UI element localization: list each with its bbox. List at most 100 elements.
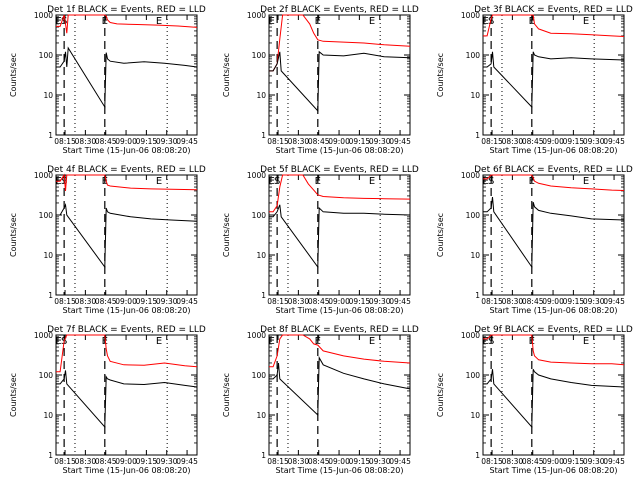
marker-e: E — [369, 16, 375, 27]
panel-title: Det 2f BLACK = Events, RED = LLD — [260, 5, 419, 15]
x-tick-label: 09:15 — [136, 457, 158, 466]
panel-6: Det 6f BLACK = Events, RED = LLD Counts/s… — [436, 165, 633, 315]
x-tick-label: 08:45 — [522, 137, 544, 146]
y-tick-label: 1000 — [461, 331, 480, 340]
y-tick-label: 1000 — [34, 171, 53, 180]
panel-4: Det 4f BLACK = Events, RED = LLD Counts/s… — [9, 165, 206, 315]
series-events-line — [56, 202, 198, 269]
x-tick-label: 08:45 — [522, 297, 544, 306]
marker-e: E — [102, 336, 108, 347]
y-tick-label: 1000 — [247, 11, 266, 20]
x-axis-label: Start Time (15-Jun-06 08:08:20) — [490, 146, 618, 155]
x-tick-label: 09:00 — [542, 297, 564, 306]
x-tick-label: 09:15 — [563, 297, 585, 306]
marker-e: E — [315, 16, 321, 27]
x-tick-label: 09:45 — [603, 457, 625, 466]
panel-3: Det 3f BLACK = Events, RED = LLD Counts/s… — [436, 5, 633, 155]
x-tick-label: 08:30 — [502, 137, 524, 146]
x-tick-label: 08:30 — [502, 457, 524, 466]
series-events-line — [56, 46, 198, 109]
series-lld-line — [483, 334, 625, 366]
y-tick-label: 10 — [43, 251, 53, 260]
x-tick-label: 09:30 — [156, 457, 178, 466]
series-events-line — [483, 197, 625, 269]
plot-frame — [55, 174, 198, 296]
x-tick-label: 09:45 — [176, 297, 198, 306]
y-tick-label: 100 — [466, 211, 481, 220]
y-tick-label: 10 — [470, 251, 480, 260]
x-tick-label: 08:15 — [481, 137, 503, 146]
panel-title: Det 1f BLACK = Events, RED = LLD — [47, 5, 206, 15]
x-tick-label: 09:30 — [583, 137, 605, 146]
y-tick-label: 1000 — [461, 11, 480, 20]
y-tick-label: 1 — [48, 291, 53, 300]
y-tick-label: 1 — [475, 451, 480, 460]
y-tick-label: 100 — [252, 51, 267, 60]
y-tick-label: 10 — [43, 411, 53, 420]
x-tick-label: 09:45 — [176, 457, 198, 466]
x-tick-label: 08:15 — [54, 137, 76, 146]
plot-frame — [268, 174, 411, 296]
x-tick-label: 08:30 — [288, 297, 310, 306]
x-axis-label: Start Time (15-Jun-06 08:08:20) — [276, 306, 404, 315]
marker-e: E — [269, 16, 275, 27]
marker-s: S — [61, 176, 67, 187]
x-tick-label: 08:15 — [267, 137, 289, 146]
x-tick-label: 09:00 — [115, 457, 137, 466]
y-tick-label: 1000 — [461, 171, 480, 180]
marker-e: E — [315, 336, 321, 347]
x-tick-label: 08:15 — [54, 297, 76, 306]
x-tick-label: 09:00 — [328, 137, 350, 146]
marker-e: E — [156, 16, 162, 27]
series-lld-line — [483, 14, 625, 37]
x-tick-label: 09:30 — [583, 457, 605, 466]
x-tick-label: 08:15 — [481, 297, 503, 306]
x-axis-label: Start Time (15-Jun-06 08:08:20) — [276, 146, 404, 155]
marker-s: S — [61, 16, 67, 27]
x-tick-label: 08:45 — [522, 457, 544, 466]
plot-frame — [482, 174, 625, 296]
series-lld-line — [269, 174, 411, 213]
marker-e: E — [156, 336, 162, 347]
plot-frame — [268, 14, 411, 136]
panel-title: Det 6f BLACK = Events, RED = LLD — [474, 165, 633, 175]
marker-e: E — [483, 16, 489, 27]
x-tick-label: 08:45 — [95, 297, 117, 306]
marker-e: E — [56, 16, 62, 27]
panel-title: Det 5f BLACK = Events, RED = LLD — [260, 165, 419, 175]
marker-e: E — [583, 336, 589, 347]
marker-e: E — [102, 176, 108, 187]
series-events-line — [56, 370, 198, 429]
y-axis-label: Counts/sec — [9, 213, 18, 257]
x-tick-label: 09:45 — [176, 137, 198, 146]
x-tick-label: 09:00 — [328, 457, 350, 466]
x-axis-label: Start Time (15-Jun-06 08:08:20) — [490, 306, 618, 315]
marker-s: S — [274, 176, 280, 187]
marker-e: E — [483, 336, 489, 347]
series-events-line — [269, 50, 411, 113]
x-tick-label: 08:30 — [75, 137, 97, 146]
x-tick-label: 09:30 — [156, 297, 178, 306]
y-tick-label: 1 — [261, 131, 266, 140]
marker-e: E — [269, 176, 275, 187]
marker-e: E — [315, 176, 321, 187]
marker-e: E — [269, 336, 275, 347]
x-tick-label: 08:30 — [502, 297, 524, 306]
x-axis-label: Start Time (15-Jun-06 08:08:20) — [63, 466, 191, 475]
panel-9: Det 9f BLACK = Events, RED = LLD Counts/s… — [436, 325, 633, 475]
x-tick-label: 09:45 — [603, 297, 625, 306]
x-tick-label: 08:30 — [288, 457, 310, 466]
x-tick-label: 09:15 — [349, 457, 371, 466]
y-tick-label: 1000 — [34, 331, 53, 340]
series-events-line — [483, 51, 625, 109]
series-events-line — [483, 368, 625, 429]
marker-s: S — [488, 176, 494, 187]
x-tick-label: 09:00 — [115, 297, 137, 306]
x-tick-label: 08:30 — [75, 457, 97, 466]
x-tick-label: 08:15 — [267, 297, 289, 306]
y-tick-label: 1 — [475, 131, 480, 140]
y-tick-label: 10 — [470, 91, 480, 100]
x-tick-label: 08:45 — [308, 137, 330, 146]
x-axis-label: Start Time (15-Jun-06 08:08:20) — [276, 466, 404, 475]
